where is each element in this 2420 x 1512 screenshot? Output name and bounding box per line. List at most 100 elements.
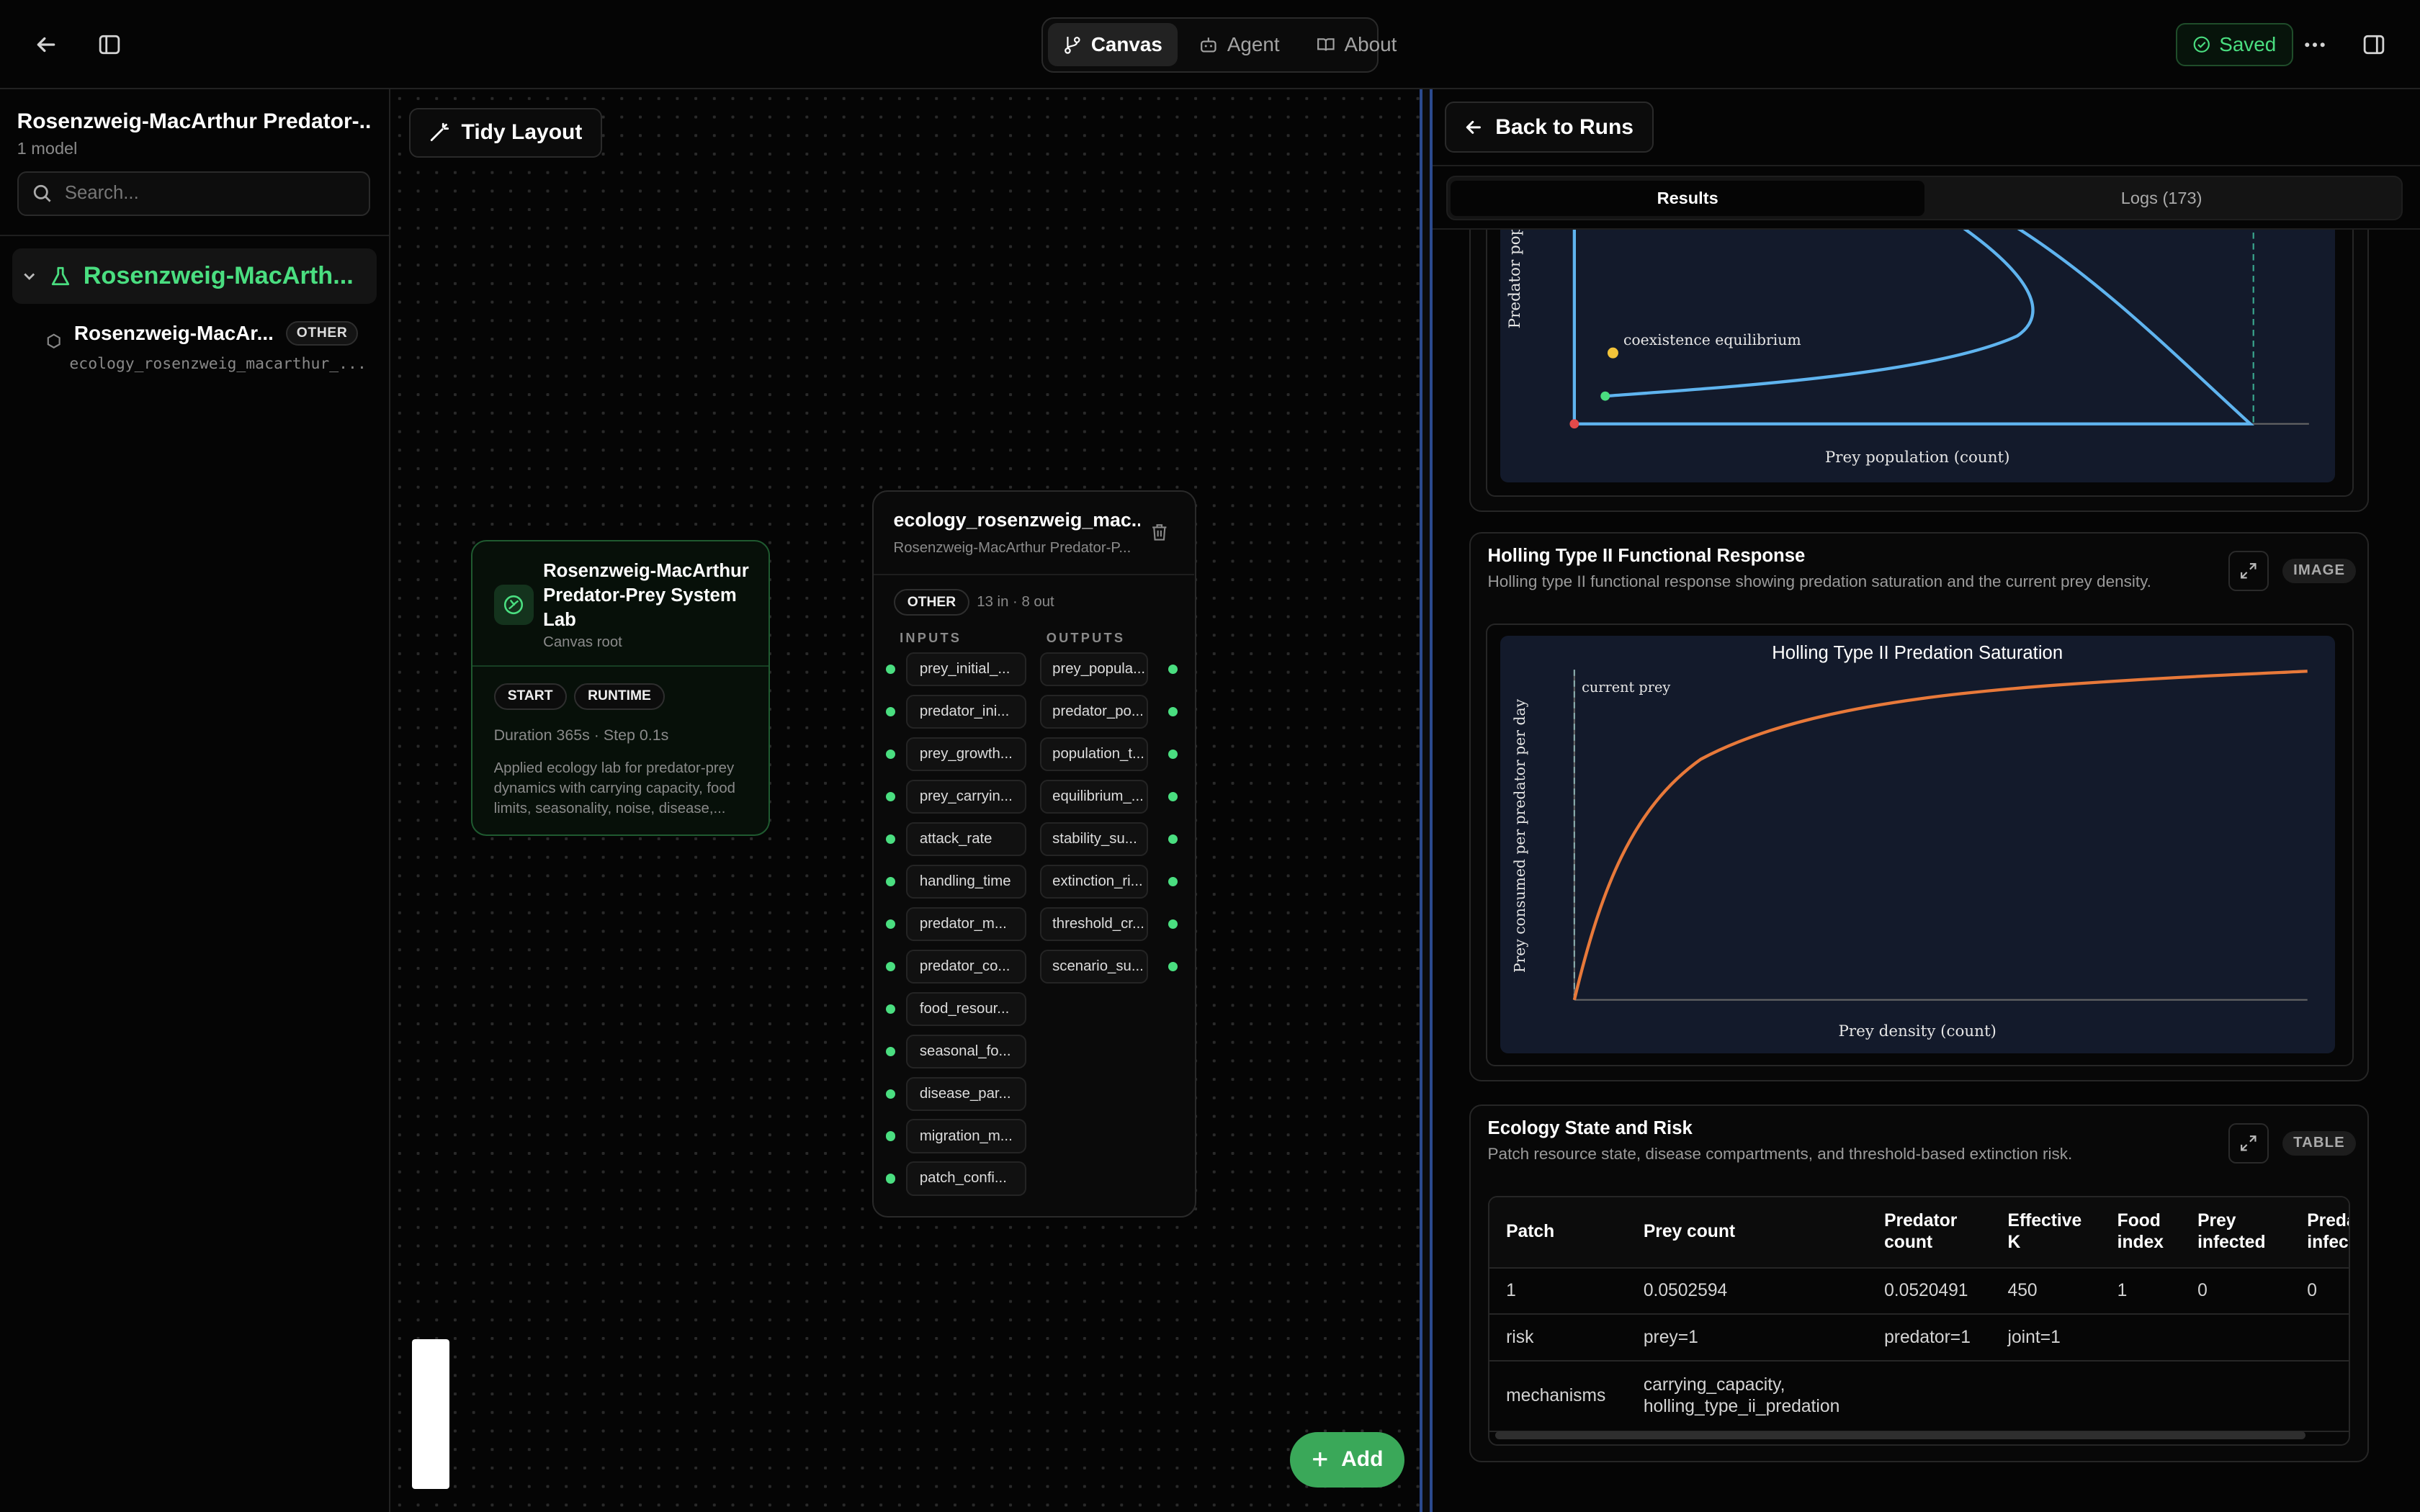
expand-icon[interactable] [2228, 550, 2269, 591]
input-handle[interactable] [884, 748, 897, 761]
back-arrow-icon[interactable] [23, 22, 69, 68]
output-port[interactable]: extinction_ri... [1040, 864, 1149, 899]
output-port[interactable]: population_t... [1040, 737, 1149, 772]
add-node-button[interactable]: Add [1290, 1431, 1405, 1488]
input-handle[interactable] [884, 1130, 897, 1143]
input-port[interactable]: prey_growth... [905, 737, 1026, 772]
sidebar: Rosenzweig-MacArthur Predator-... 1 mode… [0, 89, 391, 1512]
tab-agent[interactable]: Agent [1184, 23, 1295, 66]
input-handle[interactable] [884, 917, 897, 930]
ecology-table: Patch Prey count Predator count Effectiv… [1489, 1197, 2349, 1433]
magic-wand-icon [430, 123, 449, 142]
input-port[interactable]: disease_par... [905, 1076, 1026, 1111]
output-port[interactable]: scenario_su... [1040, 949, 1149, 984]
arrow-left-icon [1466, 120, 1482, 134]
search-input[interactable]: Search... [17, 171, 371, 216]
output-handle[interactable] [1166, 663, 1179, 676]
minimap[interactable] [412, 1338, 449, 1489]
input-handle[interactable] [884, 832, 897, 846]
input-port[interactable]: predator_co... [905, 949, 1026, 984]
model-node[interactable]: ecology_rosenzweig_mac... Rosenzweig-Mac… [871, 490, 1196, 1218]
trash-icon[interactable] [1151, 523, 1168, 546]
back-to-runs-button[interactable]: Back to Runs [1444, 102, 1654, 153]
table-row: mechanisms carrying_capacity, holling_typ… [1489, 1360, 2349, 1433]
output-handle[interactable] [1166, 791, 1179, 804]
output-handle[interactable] [1166, 706, 1179, 719]
runtime-pill: RUNTIME [573, 683, 666, 710]
results-scroll-area[interactable]: coexistence equilibrium Prey population … [1433, 230, 2420, 1512]
tab-about[interactable]: About [1301, 23, 1412, 66]
phase-plot-ylabel: Predator popul [1506, 230, 1525, 328]
phase-plot-card: coexistence equilibrium Prey population … [1469, 230, 2370, 513]
panel-toggle-icon[interactable] [2351, 22, 2397, 68]
holling-kind-badge: IMAGE [2282, 558, 2357, 583]
input-handle[interactable] [884, 706, 897, 719]
tree-root-item[interactable]: Rosenzweig-MacArth... [12, 248, 377, 305]
table-cell [2290, 1314, 2349, 1362]
outputs-heading: OUTPUTS [1046, 631, 1126, 646]
input-port[interactable]: patch_confi... [905, 1161, 1026, 1196]
output-port[interactable]: stability_su... [1040, 822, 1149, 857]
more-options-icon[interactable] [2292, 22, 2338, 68]
input-handle[interactable] [884, 960, 897, 973]
canvas-root-node[interactable]: Rosenzweig-MacArthur Predator-Prey Syste… [470, 539, 771, 837]
tab-canvas[interactable]: Canvas [1047, 23, 1178, 67]
col-predator-count: Predator count [1867, 1197, 1991, 1269]
hexagon-icon [47, 333, 60, 348]
output-handle[interactable] [1166, 875, 1179, 888]
input-port[interactable]: handling_time [905, 864, 1026, 899]
input-port[interactable]: migration_m... [905, 1119, 1026, 1153]
tree-model-item[interactable]: Rosenzweig-MacAr... OTHER ecology_rosenz… [46, 318, 378, 373]
input-handle[interactable] [884, 1087, 897, 1100]
table-cell [2100, 1314, 2181, 1362]
sidebar-toggle-icon[interactable] [86, 22, 133, 68]
bot-icon [1201, 37, 1216, 53]
book-icon [1317, 38, 1335, 51]
root-node-header: Rosenzweig-MacArthur Predator-Prey Syste… [472, 541, 768, 667]
ecology-table-title: Ecology State and Risk [1487, 1118, 1693, 1139]
table-cell: 450 [1990, 1268, 2101, 1315]
leaf-globe-icon [493, 584, 534, 625]
graph-canvas[interactable]: Tidy Layout Rosenzweig-MacArthur Predato… [390, 89, 1420, 1512]
output-port[interactable]: prey_popula... [1040, 652, 1149, 687]
input-port[interactable]: predator_m... [905, 906, 1026, 941]
input-handle[interactable] [884, 875, 897, 888]
input-port[interactable]: predator_ini... [905, 695, 1026, 729]
input-port[interactable]: prey_initial_... [905, 652, 1026, 687]
table-horizontal-scrollbar[interactable] [1495, 1431, 2306, 1439]
holling-title: Holling Type II Functional Response [1487, 546, 1806, 567]
output-handle[interactable] [1166, 917, 1179, 930]
input-port[interactable]: prey_carryin... [905, 780, 1026, 814]
tab-results[interactable]: Results [1451, 180, 1925, 217]
output-port[interactable]: predator_po... [1040, 695, 1149, 729]
start-pill: START [493, 683, 567, 710]
input-port[interactable]: food_resour... [905, 991, 1026, 1026]
col-patch: Patch [1489, 1197, 1627, 1269]
holling-chart-title: Holling Type II Predation Saturation [1772, 643, 2063, 664]
phase-plot-xlabel: Prey population (count) [1824, 449, 2010, 467]
root-node-title: Rosenzweig-MacArthur Predator-Prey Syste… [543, 560, 749, 631]
input-handle[interactable] [884, 663, 897, 676]
origin-point [1569, 419, 1579, 429]
output-handle[interactable] [1166, 832, 1179, 846]
input-handle[interactable] [884, 1002, 897, 1015]
table-cell: prey=1 [1626, 1314, 1868, 1362]
equilibrium-point [1607, 347, 1618, 359]
input-handle[interactable] [884, 1045, 897, 1058]
input-port[interactable]: seasonal_fo... [905, 1034, 1026, 1068]
phase-plot-image: coexistence equilibrium Prey population … [1500, 230, 2335, 483]
tab-about-label: About [1344, 33, 1397, 56]
output-handle[interactable] [1166, 960, 1179, 973]
output-port[interactable]: threshold_cr... [1040, 906, 1149, 941]
output-port[interactable]: equilibrium_... [1040, 780, 1149, 814]
output-handle[interactable] [1166, 748, 1179, 761]
input-handle[interactable] [884, 1172, 897, 1185]
input-handle[interactable] [884, 791, 897, 804]
expand-icon[interactable] [2228, 1122, 2269, 1164]
tab-logs[interactable]: Logs (173) [2120, 188, 2202, 207]
input-port[interactable]: attack_rate [905, 822, 1026, 857]
table-cell: joint=1 [1990, 1314, 2101, 1362]
panel-resize-handle[interactable] [1420, 89, 1433, 1512]
tidy-layout-label: Tidy Layout [461, 120, 583, 145]
tidy-layout-button[interactable]: Tidy Layout [408, 107, 603, 158]
